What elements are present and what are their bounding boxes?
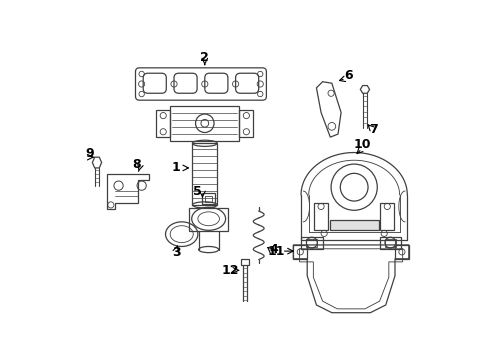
Bar [313, 203, 327, 230]
Text: 6: 6 [344, 69, 352, 82]
Text: 12: 12 [221, 264, 239, 277]
Text: 9: 9 [85, 147, 93, 160]
Text: 3: 3 [172, 246, 180, 259]
Bar [204, 195, 212, 202]
Text: 7: 7 [368, 123, 377, 136]
Text: 4: 4 [269, 243, 278, 256]
Bar [379, 237, 400, 249]
Text: 11: 11 [267, 244, 285, 258]
Text: 5: 5 [192, 185, 201, 198]
Bar [293, 245, 306, 259]
Bar [380, 203, 393, 230]
Bar [170, 106, 239, 141]
Bar [192, 143, 217, 205]
Bar [384, 239, 395, 247]
Text: 8: 8 [132, 158, 140, 171]
Text: 1: 1 [172, 161, 180, 175]
Bar [329, 220, 378, 230]
Bar [394, 245, 408, 259]
Text: 10: 10 [352, 138, 370, 151]
Bar [301, 237, 322, 249]
Text: 2: 2 [200, 50, 209, 64]
Bar [306, 239, 317, 247]
Bar [241, 259, 248, 265]
Bar [202, 193, 214, 204]
